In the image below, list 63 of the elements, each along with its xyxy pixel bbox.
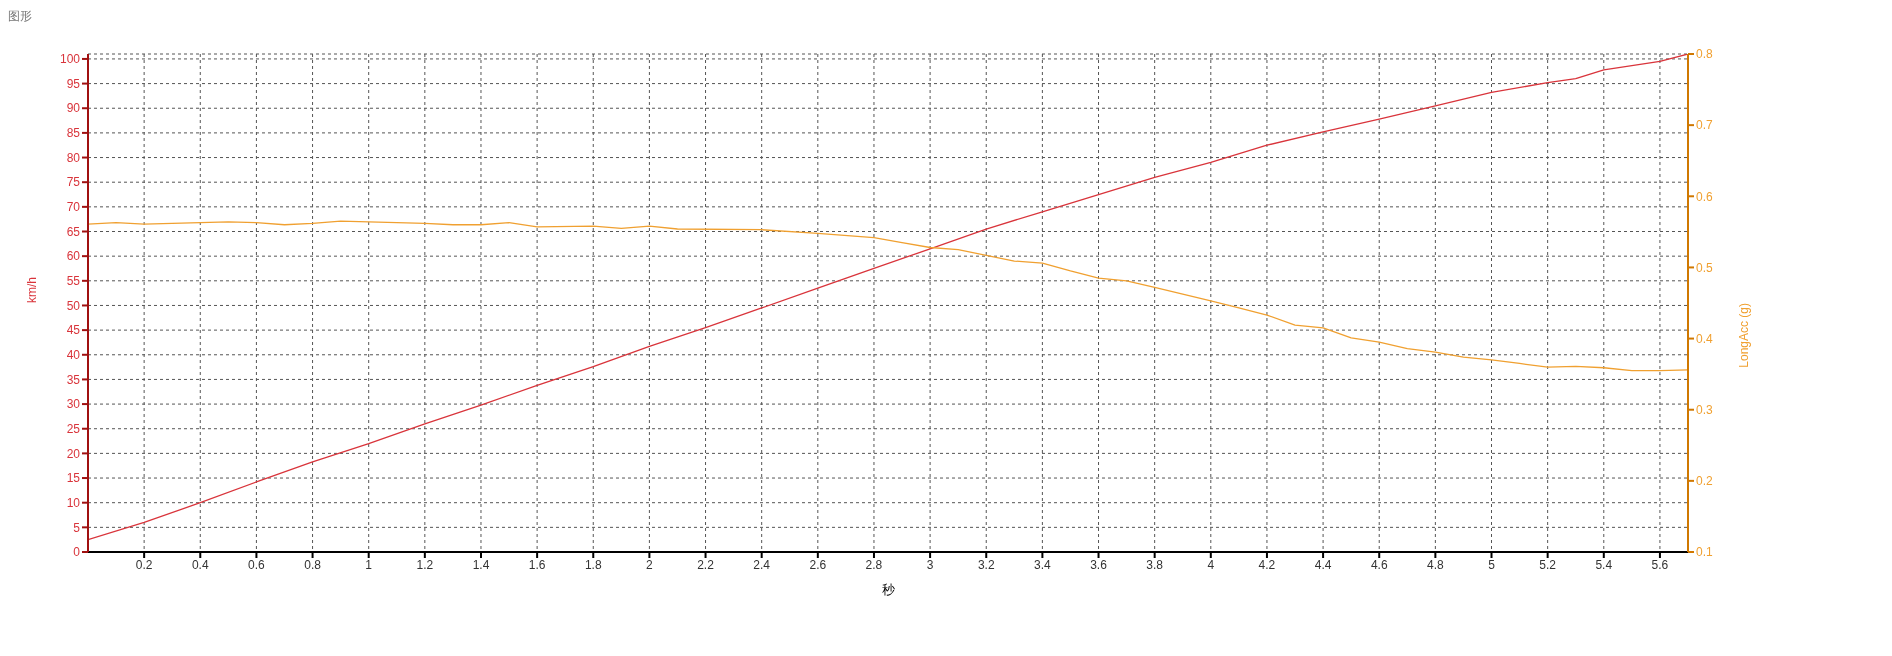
y2-tick-label: 0.7 [1696, 118, 1714, 133]
x-tick-label: 2.4 [753, 557, 771, 572]
y2-tick-label: 0.5 [1696, 260, 1714, 275]
x-tick-label: 4.6 [1370, 557, 1388, 572]
x-tick-label: 0.8 [304, 557, 322, 572]
x-tick-label: 5.2 [1539, 557, 1557, 572]
x-tick-label: 3.4 [1034, 557, 1052, 572]
y-tick-label: 100 [59, 52, 81, 67]
x-tick-label: 2.2 [697, 557, 715, 572]
y-tick-label: 65 [66, 224, 81, 239]
x-tick-label: 4 [1207, 557, 1215, 572]
y-tick-label: 10 [66, 495, 81, 510]
y-tick-label: 95 [66, 76, 81, 91]
chart-title: 图形 [8, 8, 33, 25]
x-tick-label: 4.2 [1258, 557, 1276, 572]
x-tick-label: 0.2 [135, 557, 153, 572]
y2-tick-label: 0.1 [1696, 545, 1714, 560]
y-tick-label: 90 [66, 101, 81, 116]
y-tick-label: 30 [66, 397, 81, 412]
y2-tick-label: 0.2 [1696, 474, 1714, 489]
x-tick-label: 1.2 [416, 557, 434, 572]
y-tick-label: 25 [66, 421, 81, 436]
y-tick-label: 55 [66, 274, 81, 289]
x-tick-label: 4.8 [1427, 557, 1445, 572]
x-tick-label: 1 [365, 557, 373, 572]
x-tick-label: 3.2 [977, 557, 995, 572]
y-tick-label: 0 [73, 545, 81, 560]
line-series [88, 54, 1688, 541]
y2-axis-title: LongAcc (g) [1737, 303, 1752, 368]
y2-tick-label: 0.8 [1696, 47, 1714, 62]
y-tick-label: 60 [66, 249, 81, 264]
line-series [88, 220, 1688, 372]
y2-tick-label: 0.4 [1696, 331, 1714, 346]
x-tick-label: 0.4 [191, 557, 209, 572]
y-tick-label: 80 [66, 150, 81, 165]
x-tick-label: 4.4 [1314, 557, 1332, 572]
y-tick-label: 70 [66, 200, 81, 215]
y-tick-label: 35 [66, 372, 81, 387]
y-tick-label: 85 [66, 126, 81, 141]
y-tick-label: 45 [66, 323, 81, 338]
y2-tick-label: 0.6 [1696, 189, 1714, 204]
x-axis-title: 秒 [881, 582, 895, 597]
x-tick-label: 3 [926, 557, 934, 572]
y2-tick-label: 0.3 [1696, 402, 1714, 417]
x-tick-label: 5.6 [1651, 557, 1669, 572]
x-tick-label: 5 [1488, 557, 1496, 572]
y-tick-label: 50 [66, 298, 81, 313]
x-tick-label: 2 [646, 557, 654, 572]
x-tick-label: 5.4 [1595, 557, 1613, 572]
x-tick-label: 0.6 [248, 557, 266, 572]
y-axis-title: km/h [25, 276, 40, 303]
x-tick-label: 1.8 [584, 557, 602, 572]
x-tick-label: 2.8 [865, 557, 883, 572]
y-tick-label: 20 [66, 446, 81, 461]
x-tick-label: 2.6 [809, 557, 827, 572]
x-tick-label: 1.6 [528, 557, 546, 572]
x-tick-label: 3.8 [1146, 557, 1164, 572]
y-tick-label: 40 [66, 348, 81, 363]
x-tick-label: 1.4 [472, 557, 490, 572]
y-tick-label: 75 [66, 175, 81, 190]
x-tick-label: 3.6 [1090, 557, 1108, 572]
y-tick-label: 5 [73, 520, 81, 535]
y-tick-label: 15 [66, 471, 81, 486]
